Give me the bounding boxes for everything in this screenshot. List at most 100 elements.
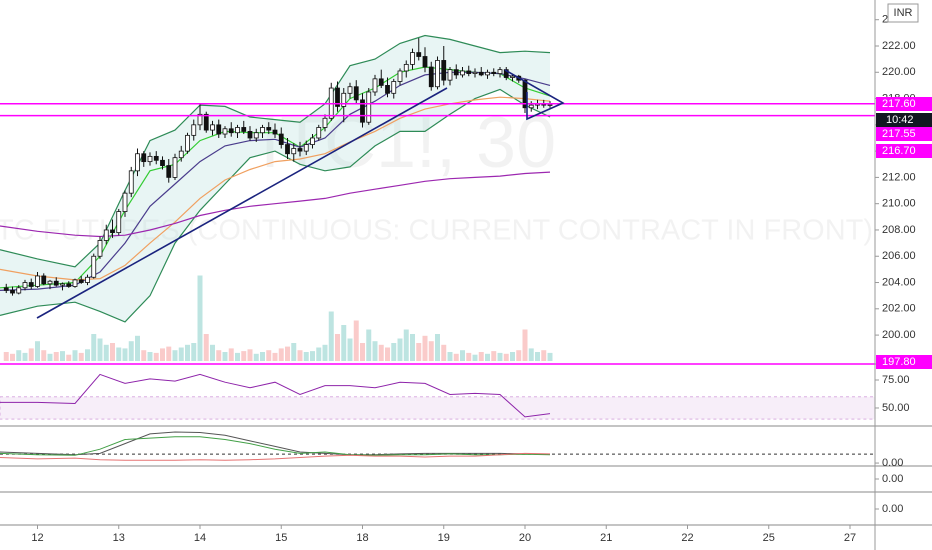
volume-bar <box>366 329 372 361</box>
volume-bar <box>410 334 415 361</box>
currency: INR <box>894 7 913 19</box>
volume-bar <box>541 350 547 361</box>
volume-bar <box>191 343 197 361</box>
overlay-line <box>0 96 551 281</box>
candle-body <box>235 127 240 134</box>
volume-bar <box>135 335 140 361</box>
candle-body <box>428 66 434 88</box>
volume-bar <box>91 334 97 361</box>
volume-bar <box>78 352 84 361</box>
volume-bar <box>66 354 72 361</box>
volume-bar <box>285 346 290 361</box>
candle-body <box>203 113 209 131</box>
volume-bar <box>547 352 553 361</box>
volume-bar <box>360 343 365 361</box>
countdown-tag <box>876 113 932 127</box>
candle-body <box>35 275 40 287</box>
y-tick-label: 220.00 <box>882 66 916 78</box>
volume-bar <box>35 341 40 361</box>
candle-body <box>472 71 478 74</box>
candle-body <box>247 131 253 139</box>
x-tick-label: 12 <box>31 532 43 544</box>
candle-body <box>66 283 72 287</box>
candle-body <box>103 229 109 241</box>
volume-bar <box>416 343 422 361</box>
candle-body <box>503 69 509 78</box>
volume-bar <box>466 352 472 361</box>
volume-bar <box>491 351 497 361</box>
candle-body <box>491 71 497 74</box>
candle-body <box>210 124 215 131</box>
candle-body <box>460 70 465 76</box>
volume-bar <box>472 354 478 361</box>
volume-bar <box>453 353 459 361</box>
x-tick-label: 20 <box>519 532 531 544</box>
candle-body <box>441 60 447 81</box>
candle-body <box>297 148 303 152</box>
x-tick-label: 27 <box>844 532 856 544</box>
candle-body <box>91 255 97 278</box>
volume-bar <box>22 352 28 361</box>
volume-bar <box>266 350 272 361</box>
candle-body <box>366 91 372 123</box>
last-price-tag <box>876 127 932 141</box>
candle-body <box>453 69 459 76</box>
candle-body <box>360 99 365 123</box>
x-tick-label: 19 <box>438 532 450 544</box>
volume-bar <box>260 352 265 361</box>
volume-bar <box>516 350 522 361</box>
y-tick-label: 0.00 <box>882 503 903 515</box>
volume-bar <box>447 352 453 361</box>
volume-bar <box>228 348 234 361</box>
volume-bar <box>141 350 147 361</box>
volume-bar <box>16 350 22 361</box>
y-tick-label: 208.00 <box>882 224 916 236</box>
candle-body <box>216 124 222 135</box>
candle-body <box>16 287 22 294</box>
x-tick-label: 21 <box>600 532 612 544</box>
volume-bar <box>347 338 353 361</box>
volume-bar <box>60 351 65 361</box>
volume-bar <box>128 341 134 361</box>
volume-bar <box>510 352 515 361</box>
volume-bar <box>272 352 278 361</box>
volume-bar <box>85 349 90 361</box>
currency-box <box>887 3 919 23</box>
candle-body <box>410 52 415 65</box>
candle-body <box>391 81 397 94</box>
candle-body <box>385 85 390 94</box>
volume-bar <box>535 352 540 361</box>
candle-body <box>122 192 128 212</box>
volume-bar <box>372 341 378 361</box>
candle-body <box>372 78 378 93</box>
indicator-line <box>0 452 551 461</box>
x-tick-label: 25 <box>763 532 775 544</box>
volume-bar <box>216 350 222 361</box>
candle-body <box>466 70 472 74</box>
volume-bar <box>247 349 253 361</box>
x-tick-label: 14 <box>194 532 206 544</box>
candle-body <box>147 155 153 163</box>
rsi-band <box>0 396 876 420</box>
candle-body <box>178 150 184 159</box>
volume-bar <box>222 352 228 361</box>
volume-bar <box>397 338 403 361</box>
volume-bar <box>278 348 284 361</box>
volume-bar <box>3 352 9 361</box>
volume-bar <box>10 353 15 361</box>
candle-body <box>53 280 59 286</box>
volume-bar <box>435 334 440 361</box>
volume-bar <box>428 341 434 361</box>
price-tag <box>876 355 932 369</box>
volume-bar <box>197 275 203 361</box>
candle-body <box>78 279 84 283</box>
y-tick-label: 75.00 <box>882 374 910 386</box>
volume-bar <box>116 347 122 361</box>
volume-bar <box>403 329 409 361</box>
volume-bar <box>41 350 47 361</box>
volume-bar <box>203 334 209 361</box>
candle-body <box>260 127 265 134</box>
overlay-line <box>0 34 551 268</box>
candle-body <box>222 128 228 135</box>
